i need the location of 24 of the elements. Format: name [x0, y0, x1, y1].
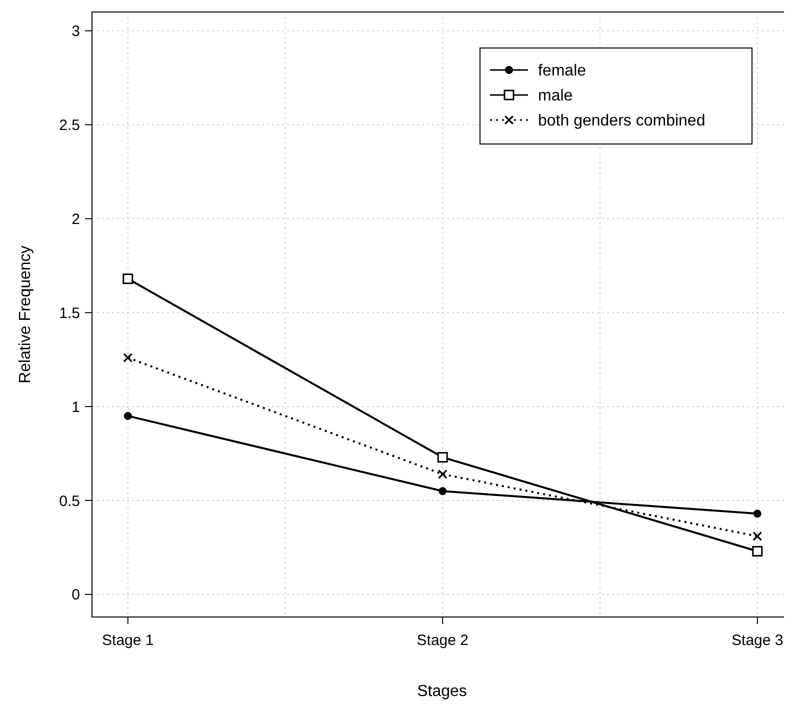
legend-label: both genders combined — [538, 112, 706, 130]
point — [122, 274, 134, 284]
y-tick-label: 1 — [72, 398, 80, 416]
point — [124, 412, 132, 420]
point — [123, 353, 132, 362]
point — [437, 452, 448, 463]
point — [753, 510, 762, 518]
point — [752, 546, 763, 556]
legend-label: male — [538, 88, 573, 105]
y-tick-label: 0 — [72, 586, 80, 604]
y-axis-title: Relative Frequency — [17, 246, 34, 384]
x-axis-title: Stages — [417, 683, 467, 700]
point — [438, 470, 448, 479]
x-tick-label: Stage 1 — [102, 632, 154, 649]
y-tick-label: 2 — [72, 210, 80, 228]
point — [752, 532, 762, 541]
y-tick-label: 0.5 — [59, 492, 80, 510]
y-tick-label: 3 — [72, 23, 80, 40]
y-tick-label: 1.5 — [59, 304, 80, 322]
x-tick-label: Stage 2 — [416, 632, 468, 649]
legend-label: female — [538, 62, 586, 80]
x-tick-label: Stage 3 — [732, 632, 784, 649]
y-tick-label: 2.5 — [59, 116, 80, 134]
point — [438, 487, 447, 496]
